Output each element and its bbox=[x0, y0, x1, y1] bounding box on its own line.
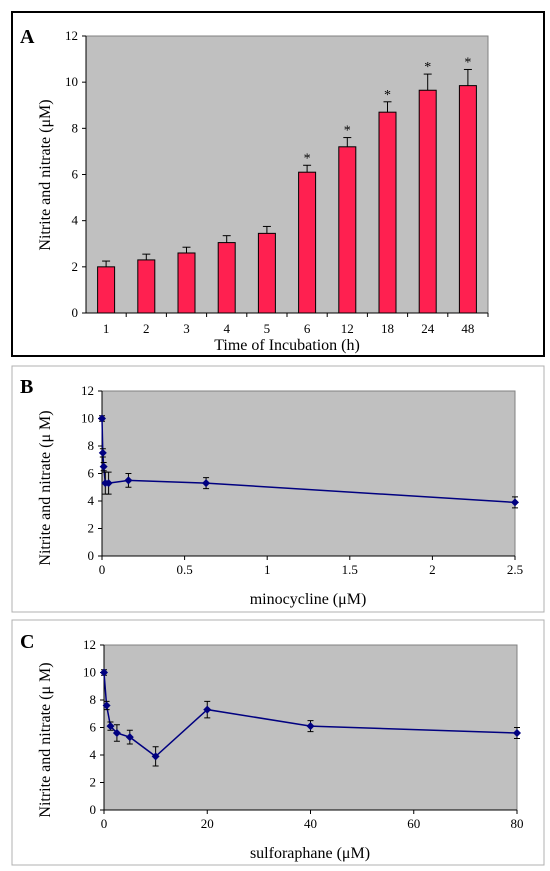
panel-a-y-tick-label: 2 bbox=[72, 259, 79, 274]
bar bbox=[177, 252, 196, 314]
panel-a-y-tick-label: 4 bbox=[72, 213, 79, 228]
panel-c-data-point bbox=[102, 701, 111, 710]
panel-b-y-tick-label: 12 bbox=[81, 383, 94, 398]
panel-a-y-tick-label: 0 bbox=[72, 305, 79, 320]
significance-marker: * bbox=[304, 151, 311, 166]
panel-c-data-point bbox=[125, 733, 134, 742]
bar bbox=[338, 146, 357, 314]
panel-b-letter: B bbox=[20, 376, 33, 398]
panel-c-x-tick-label: 40 bbox=[304, 816, 317, 831]
bar bbox=[378, 111, 397, 314]
panel-b-y-axis-title: Nitrite and nitrate (μ M) bbox=[37, 410, 54, 565]
panel-b-y-tick-label: 4 bbox=[88, 493, 95, 508]
panel-a-x-tick-label: 24 bbox=[421, 321, 435, 336]
panel-a-x-tick-label: 3 bbox=[183, 321, 190, 336]
panel-a-x-axis-title: Time of Incubation (h) bbox=[214, 337, 360, 354]
panel-a-x-tick-label: 12 bbox=[341, 321, 354, 336]
panel-b-data-point bbox=[98, 448, 107, 457]
panel-c-x-tick-label: 60 bbox=[407, 816, 420, 831]
significance-marker: * bbox=[464, 55, 471, 70]
bar bbox=[217, 242, 236, 314]
bar bbox=[257, 232, 276, 314]
significance-marker: * bbox=[344, 124, 351, 139]
panel-b-y-tick-label: 8 bbox=[88, 438, 95, 453]
panel-b-x-tick-label: 1.5 bbox=[342, 562, 358, 577]
panel-c-letter: C bbox=[20, 631, 34, 653]
panel-c-y-tick-label: 12 bbox=[83, 637, 96, 652]
significance-marker: * bbox=[384, 88, 391, 103]
panel-c-data-point bbox=[100, 668, 108, 677]
panel-b-x-tick-label: 1 bbox=[264, 562, 271, 577]
panel-b-data-point bbox=[98, 414, 106, 423]
panel-b-data-point bbox=[104, 479, 113, 488]
panel-c-data-point bbox=[513, 729, 521, 737]
panel-c-y-tick-label: 4 bbox=[90, 747, 97, 762]
panel-c-y-axis-title: Nitrite and nitrate (μ M) bbox=[37, 662, 54, 817]
panel-a-y-tick-label: 6 bbox=[72, 167, 79, 182]
bar bbox=[137, 259, 156, 314]
panel-b-x-tick-label: 0 bbox=[99, 562, 106, 577]
panel-b-data-point bbox=[124, 476, 133, 485]
panel-c-x-axis-title: sulforaphane (μM) bbox=[250, 845, 370, 862]
panel-c-y-tick-label: 8 bbox=[90, 692, 97, 707]
panel-b-data-point bbox=[99, 462, 108, 471]
bar bbox=[97, 266, 116, 314]
panel-c-data-point bbox=[203, 705, 212, 714]
panel-c-data-point bbox=[306, 722, 315, 731]
panel-b-x-axis-title: minocycline (μM) bbox=[250, 591, 367, 608]
panel-a-x-tick-label: 4 bbox=[223, 321, 230, 336]
panel-b-y-tick-label: 10 bbox=[81, 411, 94, 426]
panel-a-x-tick-label: 18 bbox=[381, 321, 394, 336]
panel-a-y-tick-label: 10 bbox=[65, 74, 78, 89]
panel-a-y-axis-title: Nitrite and nitrate (μM) bbox=[37, 99, 54, 250]
panel-a-x-tick-label: 1 bbox=[103, 321, 110, 336]
panel-c-y-tick-label: 10 bbox=[83, 665, 96, 680]
panel-a-x-tick-label: 2 bbox=[143, 321, 150, 336]
panel-c-y-tick-label: 6 bbox=[90, 720, 97, 735]
panel-c-x-tick-label: 0 bbox=[101, 816, 108, 831]
panel-c-data-point bbox=[106, 722, 115, 731]
panel-c-data-point bbox=[151, 752, 160, 761]
panel-c-x-tick-label: 20 bbox=[201, 816, 214, 831]
panel-b-y-tick-label: 0 bbox=[88, 548, 95, 563]
panel-a-y-tick-label: 8 bbox=[72, 120, 79, 135]
panel-b-x-tick-label: 0.5 bbox=[176, 562, 192, 577]
panel-a-letter: A bbox=[20, 26, 35, 48]
panel-a-x-tick-label: 48 bbox=[461, 321, 474, 336]
panel-c-x-tick-label: 80 bbox=[511, 816, 524, 831]
panel-c-y-tick-label: 2 bbox=[90, 775, 97, 790]
panel-c-y-tick-label: 0 bbox=[90, 802, 97, 817]
panel-b-y-tick-label: 2 bbox=[88, 521, 95, 536]
bar bbox=[458, 85, 477, 314]
panel-b-y-tick-label: 6 bbox=[88, 466, 95, 481]
panel-b-plot-area bbox=[101, 390, 516, 557]
panel-a-x-tick-label: 6 bbox=[304, 321, 311, 336]
panel-b-x-tick-label: 2 bbox=[429, 562, 436, 577]
panel-b-data-point bbox=[511, 498, 519, 507]
bar bbox=[298, 171, 317, 314]
panel-a-y-tick-label: 12 bbox=[65, 28, 78, 43]
panel-c-data-point bbox=[112, 729, 121, 737]
significance-marker: * bbox=[424, 60, 431, 75]
panel-b-data-point bbox=[202, 479, 211, 488]
panel-b-x-tick-label: 2.5 bbox=[507, 562, 523, 577]
bar bbox=[418, 89, 437, 314]
panel-a-x-tick-label: 5 bbox=[264, 321, 271, 336]
